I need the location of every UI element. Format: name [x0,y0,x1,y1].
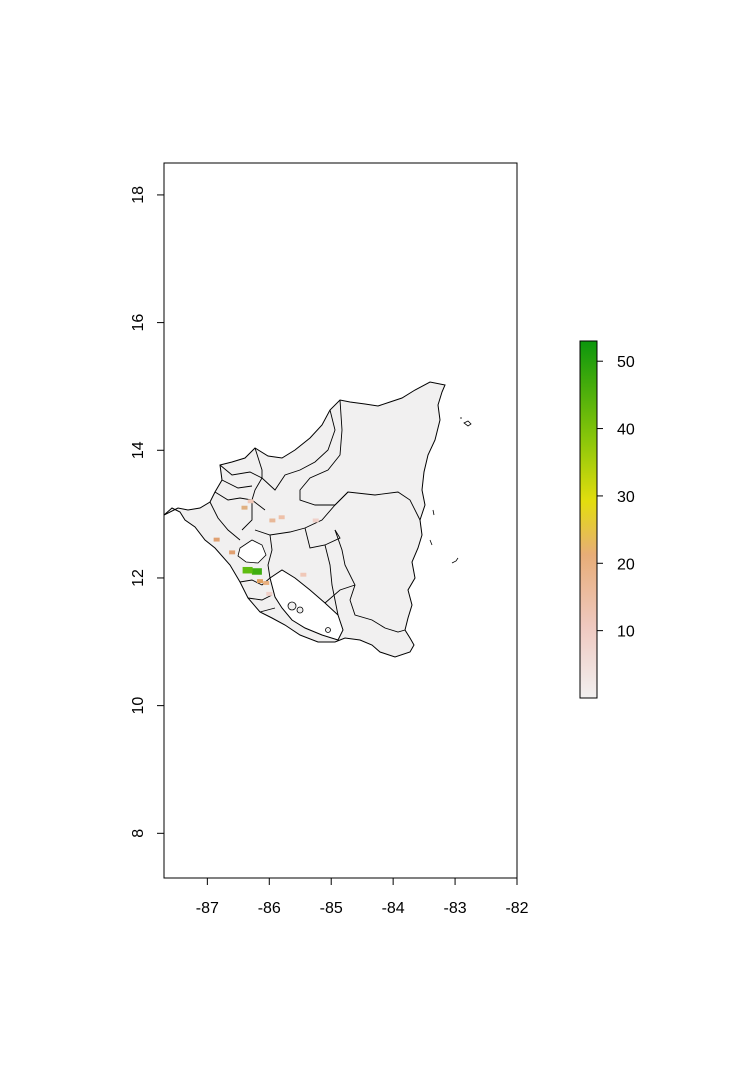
legend-tick-label: 20 [617,556,635,573]
caribbean-islands [429,417,472,564]
lake-island [287,601,297,611]
lake-managua [237,539,267,564]
y-tick-label: 12 [130,569,147,587]
raster-hotspot [251,568,262,575]
legend-tick-label: 30 [617,489,635,506]
raster-hotspots [213,499,319,596]
x-tick-label: -82 [505,900,528,917]
y-tick-label: 18 [130,186,147,204]
legend-colorbar [579,340,598,699]
x-tick-label: -83 [444,900,467,917]
raster-hotspot [278,515,285,520]
raster-hotspot [263,581,270,585]
lake-island [296,606,304,614]
raster-hotspot [256,579,263,584]
raster-hotspot [312,518,319,523]
map-layer [164,381,472,658]
department-boundaries [209,399,421,633]
x-axis: -87 -86 -85 -84 -83 -82 [196,878,529,917]
x-tick-label: -84 [382,900,405,917]
y-tick-label: 14 [130,441,147,459]
x-tick-label: -87 [196,900,219,917]
x-tick-label: -85 [320,900,343,917]
raster-hotspot [213,537,220,542]
legend-tick-label: 50 [617,354,635,371]
x-tick-label: -86 [258,900,281,917]
raster-hotspot [241,505,248,510]
raster-hotspot [229,550,236,555]
raster-hotspot [242,566,253,574]
raster-hotspot [247,499,254,504]
lake-island [325,627,331,633]
country-region [164,381,446,658]
lake-nicaragua [269,569,344,641]
legend-tick-label: 10 [617,624,635,641]
y-tick-label: 16 [130,314,147,332]
legend-ticks: 10 20 30 40 50 [597,354,635,641]
y-tick-label: 10 [130,697,147,715]
y-tick-label: 8 [130,829,147,838]
legend-tick-label: 40 [617,422,635,439]
raster-hotspot [266,591,273,596]
raster-hotspot [269,518,276,523]
raster-hotspot [300,572,307,577]
y-axis: 8 10 12 14 16 18 [130,186,164,838]
